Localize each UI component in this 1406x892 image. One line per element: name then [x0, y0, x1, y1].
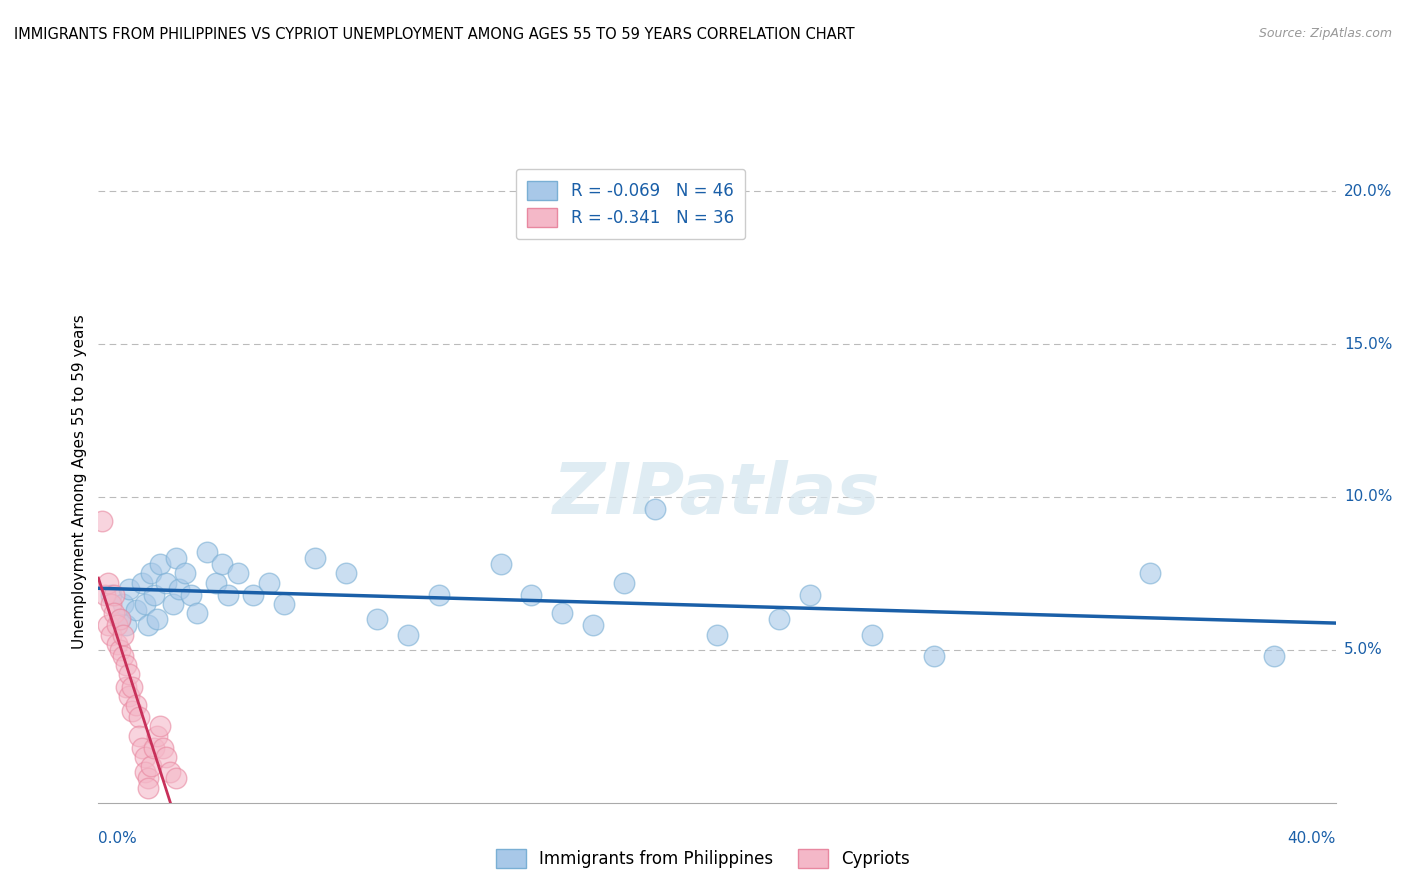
Point [128, 729, 150, 743]
Point [146, 729, 169, 743]
Point [155, 750, 177, 764]
Point [186, 606, 208, 620]
Point [128, 710, 150, 724]
Point [152, 740, 174, 755]
Point [159, 765, 181, 780]
Point [90, 515, 112, 529]
Point [136, 772, 159, 786]
Point [136, 780, 159, 795]
Point [115, 618, 138, 632]
Legend: Immigrants from Philippines, Cypriots: Immigrants from Philippines, Cypriots [489, 842, 917, 875]
Point [115, 680, 138, 694]
Point [242, 588, 264, 602]
Point [768, 612, 790, 626]
Point [108, 643, 131, 657]
Point [100, 627, 122, 641]
Text: Source: ZipAtlas.com: Source: ZipAtlas.com [1258, 27, 1392, 40]
Point [366, 612, 388, 626]
Point [112, 648, 135, 663]
Point [143, 740, 166, 755]
Point [706, 627, 728, 641]
Point [103, 588, 125, 602]
Point [149, 558, 172, 572]
Point [273, 597, 295, 611]
Point [93, 588, 115, 602]
Point [108, 612, 131, 626]
Text: 20.0%: 20.0% [1344, 184, 1392, 199]
Y-axis label: Unemployment Among Ages 55 to 59 years: Unemployment Among Ages 55 to 59 years [72, 314, 87, 649]
Point [644, 502, 666, 516]
Text: ZIPatlas: ZIPatlas [554, 460, 880, 529]
Point [162, 597, 184, 611]
Point [226, 566, 249, 581]
Point [146, 612, 169, 626]
Point [257, 575, 280, 590]
Point [136, 618, 159, 632]
Point [115, 658, 138, 673]
Point [165, 551, 187, 566]
Point [799, 588, 821, 602]
Point [174, 566, 197, 581]
Point [149, 719, 172, 733]
Point [860, 627, 883, 641]
Point [108, 612, 131, 626]
Point [143, 588, 166, 602]
Point [139, 566, 162, 581]
Point [97, 618, 120, 632]
Point [489, 558, 512, 572]
Point [1263, 648, 1285, 663]
Point [195, 545, 218, 559]
Point [121, 680, 143, 694]
Point [551, 606, 574, 620]
Text: 5.0%: 5.0% [1344, 642, 1382, 657]
Point [118, 667, 141, 681]
Point [613, 575, 636, 590]
Point [304, 551, 326, 566]
Point [118, 689, 141, 703]
Point [124, 698, 146, 712]
Point [520, 588, 543, 602]
Point [211, 558, 233, 572]
Point [100, 588, 122, 602]
Point [97, 575, 120, 590]
Text: 40.0%: 40.0% [1288, 830, 1336, 846]
Point [335, 566, 357, 581]
Point [139, 759, 162, 773]
Point [582, 618, 605, 632]
Point [131, 575, 153, 590]
Point [205, 575, 228, 590]
Point [103, 606, 125, 620]
Legend: R = -0.069   N = 46, R = -0.341   N = 36: R = -0.069 N = 46, R = -0.341 N = 36 [516, 169, 745, 239]
Point [180, 588, 202, 602]
Point [155, 575, 177, 590]
Text: IMMIGRANTS FROM PHILIPPINES VS CYPRIOT UNEMPLOYMENT AMONG AGES 55 TO 59 YEARS CO: IMMIGRANTS FROM PHILIPPINES VS CYPRIOT U… [14, 27, 855, 42]
Point [121, 704, 143, 718]
Point [131, 740, 153, 755]
Point [1139, 566, 1161, 581]
Point [217, 588, 239, 602]
Point [112, 597, 135, 611]
Point [112, 627, 135, 641]
Point [105, 637, 128, 651]
Point [165, 772, 187, 786]
Point [427, 588, 450, 602]
Point [134, 750, 156, 764]
Text: 15.0%: 15.0% [1344, 336, 1392, 351]
Point [105, 618, 128, 632]
Text: 0.0%: 0.0% [98, 830, 138, 846]
Point [396, 627, 419, 641]
Point [167, 582, 190, 596]
Point [118, 582, 141, 596]
Text: 10.0%: 10.0% [1344, 490, 1392, 505]
Point [134, 765, 156, 780]
Point [134, 597, 156, 611]
Point [922, 648, 945, 663]
Point [100, 597, 122, 611]
Point [124, 603, 146, 617]
